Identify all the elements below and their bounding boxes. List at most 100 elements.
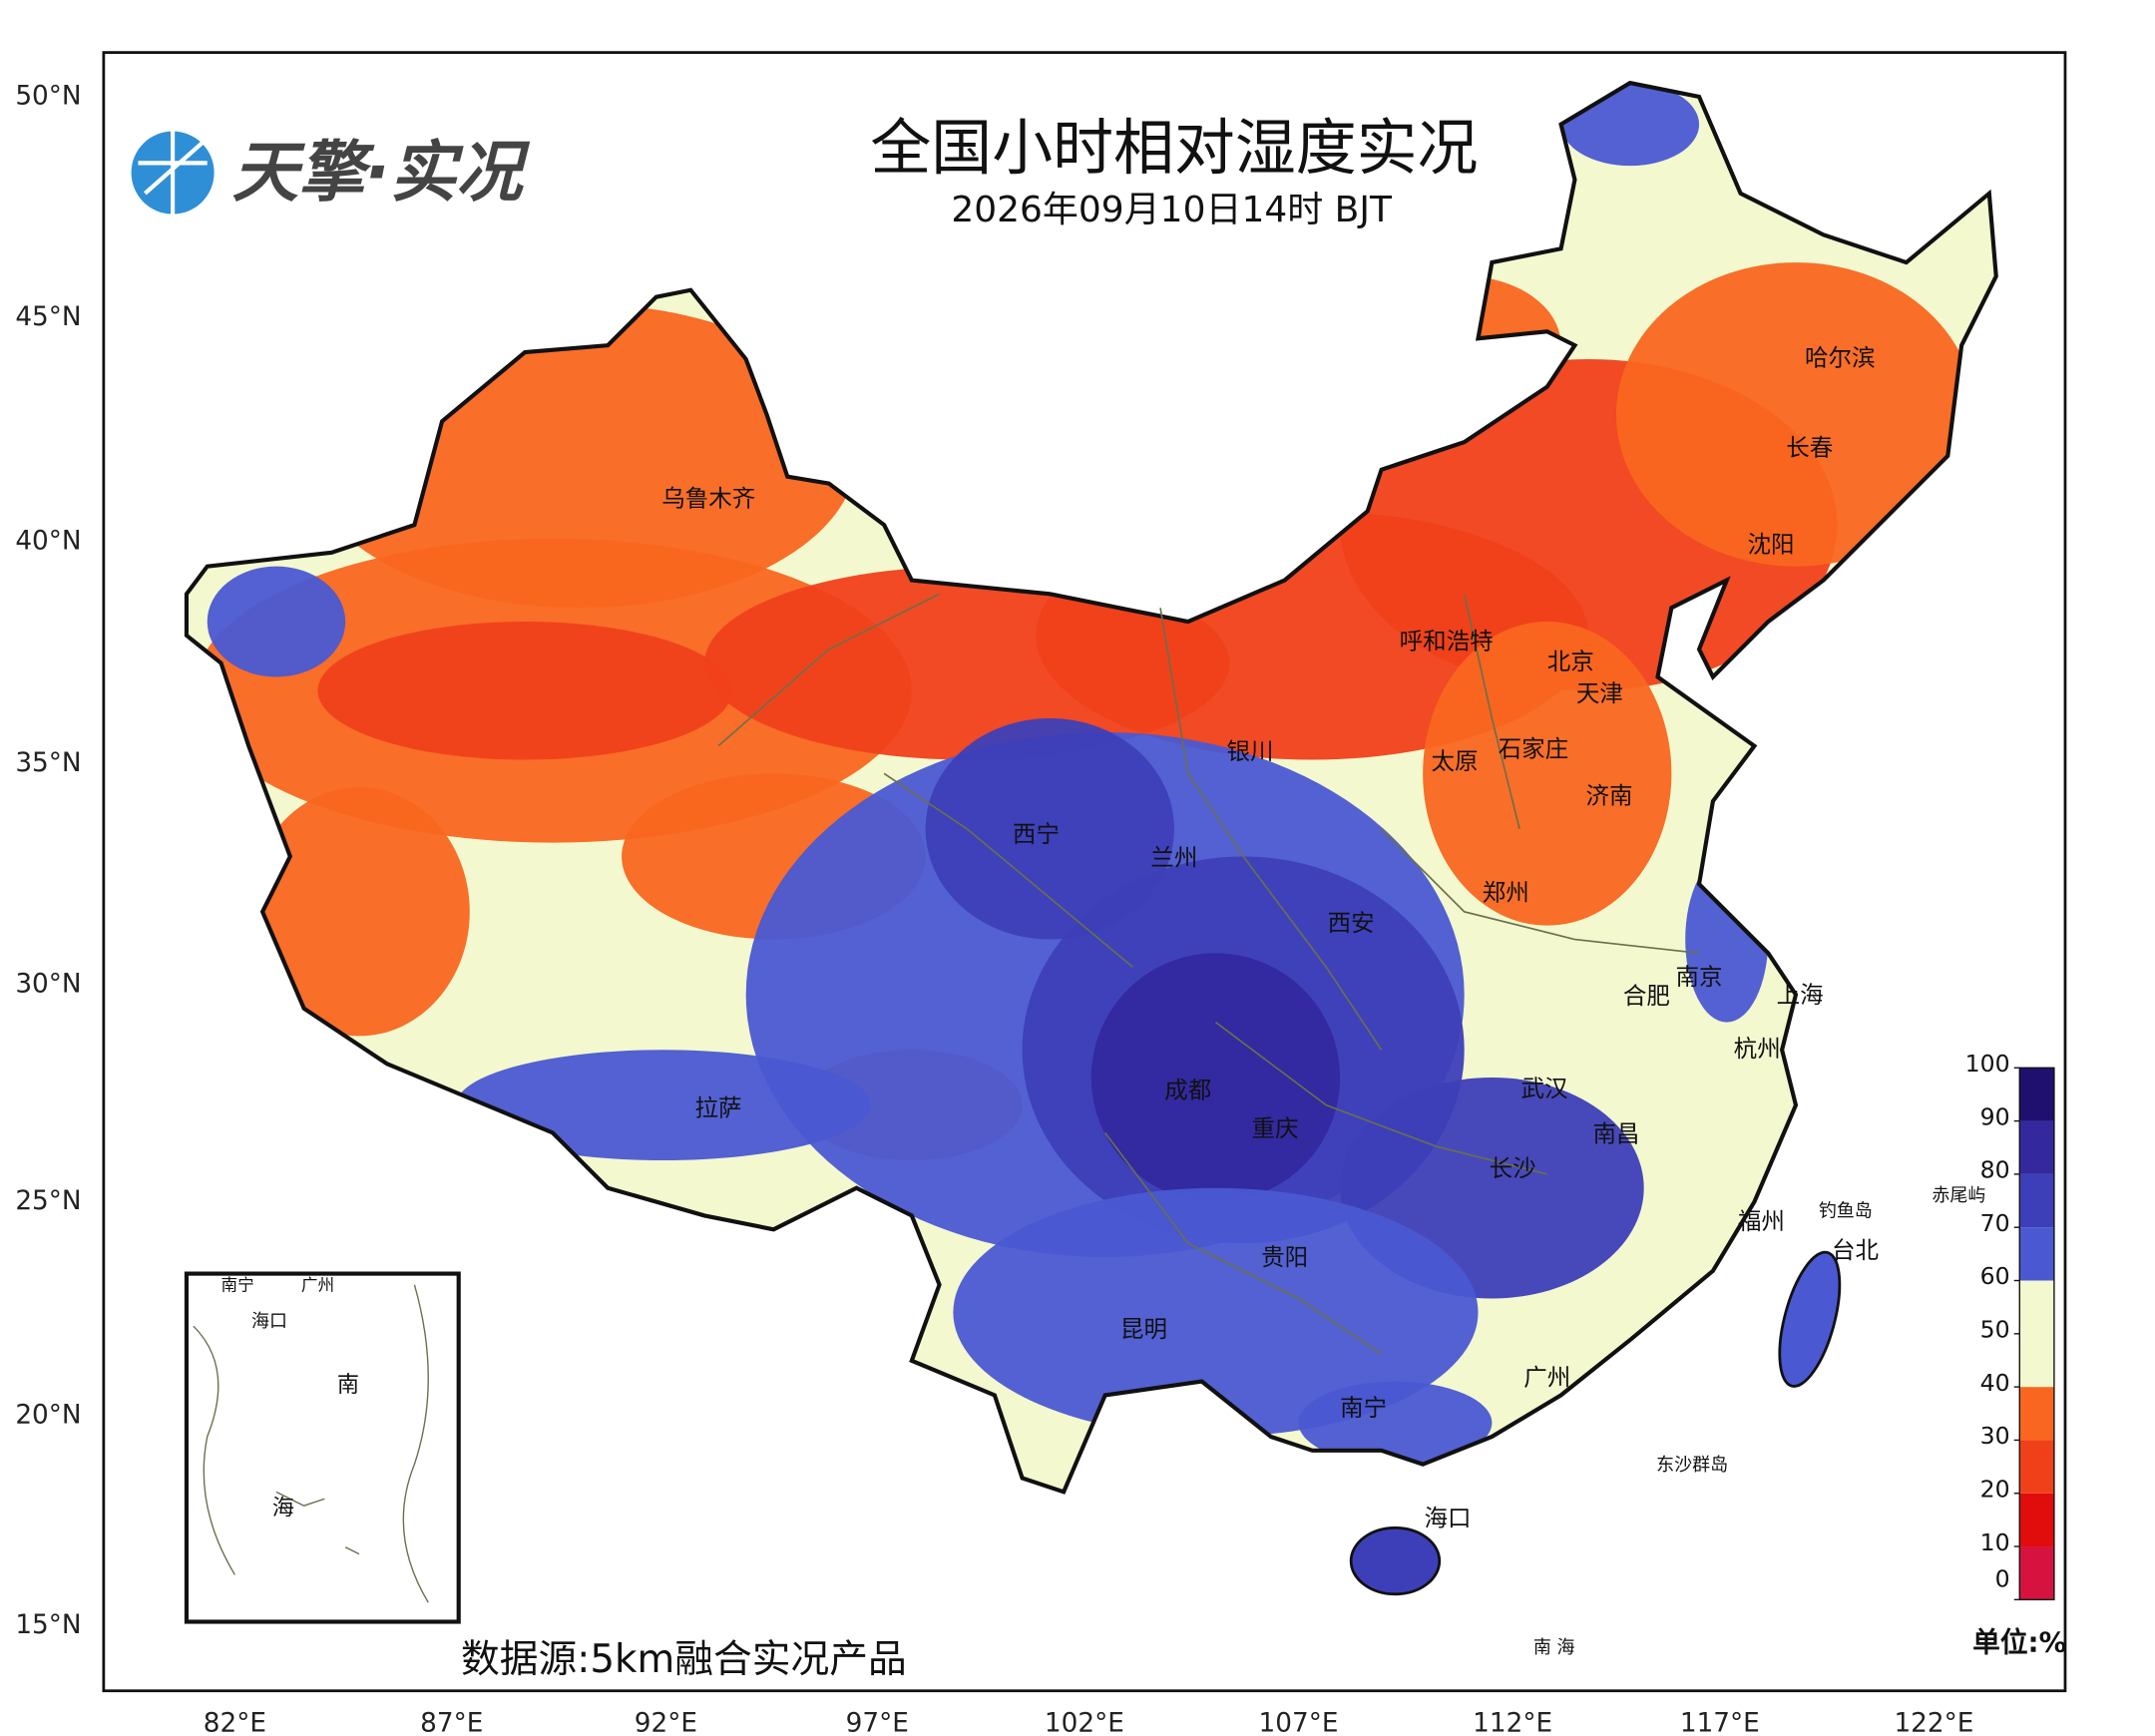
longitude-label: 122°E xyxy=(1894,1708,1973,1736)
colorbar-segment xyxy=(2019,1493,2054,1547)
island-label: 赤尾屿 xyxy=(1932,1185,1985,1206)
latitude-label: 20°N xyxy=(15,1401,81,1431)
humidity-patch xyxy=(1298,1381,1493,1465)
latitude-label: 30°N xyxy=(15,970,81,1000)
city-label: 石家庄 xyxy=(1499,734,1569,762)
city-label: 哈尔滨 xyxy=(1805,343,1876,371)
humidity-patch xyxy=(925,717,1174,940)
city-label: 沈阳 xyxy=(1748,530,1795,558)
colorbar-tick-label: 40 xyxy=(1980,1369,2010,1397)
city-label: 西安 xyxy=(1328,909,1375,937)
city-label: 呼和浩特 xyxy=(1400,627,1494,654)
city-label: 海口 xyxy=(1425,1505,1472,1532)
city-label: 上海 xyxy=(1777,981,1824,1009)
city-label: 郑州 xyxy=(1483,878,1529,906)
city-label: 乌鲁木齐 xyxy=(661,485,755,513)
city-label: 银川 xyxy=(1227,737,1274,765)
island-label: 东沙群岛 xyxy=(1656,1455,1728,1476)
colorbar-segment xyxy=(2019,1068,2054,1121)
humidity-patch xyxy=(953,1187,1479,1437)
logo-lines xyxy=(138,131,208,215)
city-label: 长春 xyxy=(1786,433,1833,461)
humidity-patch xyxy=(207,566,346,677)
city-label: 台北 xyxy=(1832,1236,1879,1264)
humidity-patch xyxy=(248,787,470,1037)
latitude-label: 15°N xyxy=(15,1610,81,1640)
colorbar-segment xyxy=(2019,1440,2054,1494)
latitude-label: 45°N xyxy=(15,302,81,332)
colorbar-segment xyxy=(2019,1227,2054,1281)
inset-label: 海 xyxy=(272,1495,294,1520)
city-label: 广州 xyxy=(1523,1363,1570,1391)
longitude-label: 97°E xyxy=(846,1708,909,1736)
colorbar-tick-label: 100 xyxy=(1965,1050,2010,1078)
city-label: 西宁 xyxy=(1013,820,1060,848)
city-label: 太原 xyxy=(1431,747,1478,775)
longitude-label: 117°E xyxy=(1680,1708,1760,1736)
province-borders xyxy=(717,593,1700,1355)
humidity-patch xyxy=(455,1050,871,1161)
colorbar-unit: 单位:% xyxy=(1972,1626,2066,1659)
city-label: 福州 xyxy=(1738,1207,1785,1235)
colorbar-tick-label: 20 xyxy=(1980,1475,2010,1503)
longitude-label: 92°E xyxy=(635,1708,697,1736)
colorbar-tick-label: 0 xyxy=(1995,1564,2010,1592)
inset-label: 广州 xyxy=(301,1276,334,1295)
longitude-label: 112°E xyxy=(1473,1708,1552,1736)
longitude-label: 102°E xyxy=(1045,1708,1124,1736)
latitude-label: 25°N xyxy=(15,1186,81,1216)
city-label: 武汉 xyxy=(1520,1075,1567,1102)
taiwan-island xyxy=(1778,1250,1842,1388)
map-title: 全国小时相对湿度实况 xyxy=(870,113,1478,184)
colorbar-tick-label: 90 xyxy=(1980,1102,2010,1130)
city-label: 北京 xyxy=(1547,648,1594,675)
colorbar-segment xyxy=(2019,1387,2054,1441)
colorbar-tick-label: 10 xyxy=(1980,1528,2010,1556)
city-label: 长沙 xyxy=(1490,1154,1536,1182)
colorbar-segment xyxy=(2019,1280,2054,1334)
colorbar-segment xyxy=(2019,1120,2054,1174)
city-label: 合肥 xyxy=(1623,982,1670,1010)
longitude-label: 87°E xyxy=(420,1708,483,1736)
colorbar-tick-label: 30 xyxy=(1980,1422,2010,1450)
latitude-label: 50°N xyxy=(15,81,81,111)
city-label: 南京 xyxy=(1676,963,1723,991)
longitude-label: 82°E xyxy=(204,1708,266,1736)
island-label: 南 海 xyxy=(1533,1637,1575,1658)
inset-label: 海口 xyxy=(251,1311,287,1332)
colorbar-tick-label: 70 xyxy=(1980,1209,2010,1237)
latitude-label: 35°N xyxy=(15,748,81,778)
humidity-patch xyxy=(1615,262,1975,567)
city-label: 南宁 xyxy=(1340,1394,1387,1422)
city-label: 济南 xyxy=(1586,781,1633,809)
colorbar-segment xyxy=(2019,1173,2054,1228)
inset-frame xyxy=(184,1271,461,1624)
island-label: 钓鱼岛 xyxy=(1819,1200,1873,1221)
inset-coast xyxy=(193,1284,429,1603)
city-label: 兰州 xyxy=(1150,844,1197,872)
latitude-label: 40°N xyxy=(15,526,81,556)
colorbar-segment xyxy=(2019,1333,2054,1388)
city-label: 杭州 xyxy=(1734,1035,1781,1063)
hainan-island xyxy=(1349,1525,1442,1596)
city-label: 重庆 xyxy=(1251,1114,1298,1142)
humidity-patch xyxy=(1423,622,1672,926)
humidity-patch xyxy=(1090,953,1341,1202)
data-source: 数据源:5km融合实况产品 xyxy=(461,1637,907,1682)
city-label: 拉萨 xyxy=(694,1093,741,1121)
colorbar-tick-label: 60 xyxy=(1980,1262,2010,1290)
city-label: 南昌 xyxy=(1592,1120,1639,1148)
map-subtitle: 2026年09月10日14时 BJT xyxy=(951,190,1393,230)
humidity-patch xyxy=(317,622,732,760)
city-label: 昆明 xyxy=(1120,1315,1167,1343)
city-label: 贵阳 xyxy=(1261,1243,1308,1271)
humidity-field xyxy=(193,83,1975,1465)
colorbar-segment xyxy=(2019,1546,2054,1600)
city-label: 成都 xyxy=(1164,1076,1211,1103)
colorbar-tick-label: 50 xyxy=(1980,1316,2010,1344)
inset-label: 南 xyxy=(337,1372,359,1398)
logo-text: 天擎·实况 xyxy=(232,133,532,211)
inset-label: 南宁 xyxy=(221,1276,254,1295)
